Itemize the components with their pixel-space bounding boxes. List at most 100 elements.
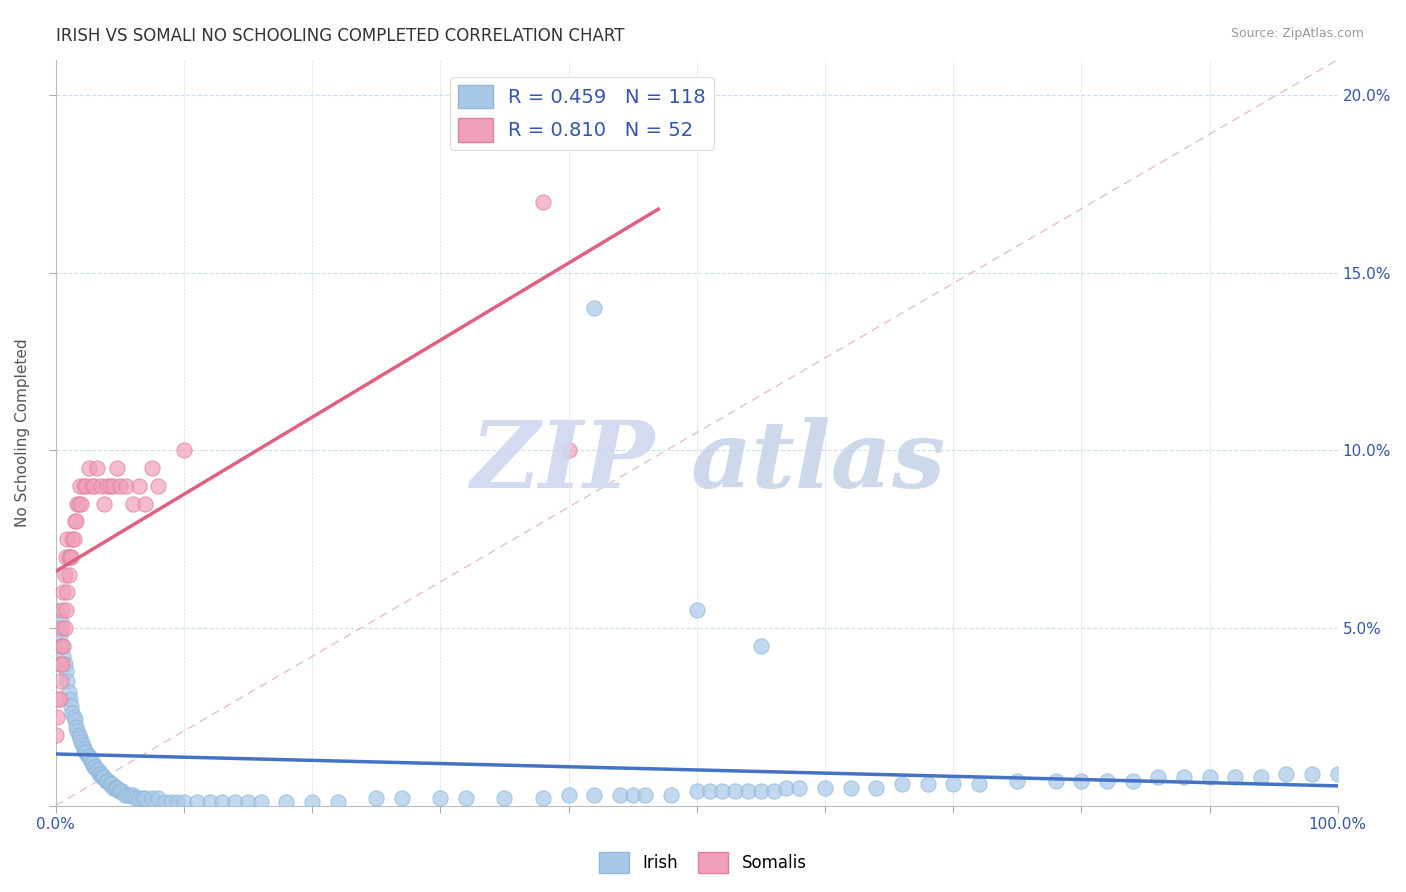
Point (107, 784, 129, 798)
Point (98, 777, 121, 791)
Point (80, 479, 103, 493)
Point (93, 770, 115, 784)
Point (917, 777, 939, 791)
Point (148, 479, 170, 493)
Point (250, 795, 273, 809)
Point (60, 706, 83, 721)
Point (128, 791, 150, 805)
Text: IRISH VS SOMALI NO SCHOOLING COMPLETED CORRELATION CHART: IRISH VS SOMALI NO SCHOOLING COMPLETED C… (56, 27, 624, 45)
Point (762, 784, 785, 798)
Point (609, 788, 631, 802)
Point (49, 614, 72, 628)
Point (557, 788, 579, 802)
Point (699, 784, 721, 798)
Point (55, 664, 77, 678)
Point (73, 741, 96, 756)
Point (391, 791, 413, 805)
Point (59, 549, 82, 564)
Point (711, 784, 734, 798)
Point (531, 791, 554, 805)
Point (63, 515, 86, 529)
Point (51, 657, 73, 671)
Point (839, 780, 862, 795)
Point (53, 567, 76, 582)
Point (46, 621, 69, 635)
Point (65, 721, 87, 735)
Point (141, 461, 163, 475)
Point (104, 780, 127, 795)
Point (621, 788, 644, 802)
Point (121, 788, 143, 802)
Point (186, 795, 208, 809)
Point (775, 780, 797, 795)
Point (132, 791, 155, 805)
Point (236, 795, 259, 809)
Point (686, 784, 709, 798)
Point (276, 795, 298, 809)
Point (56, 585, 79, 599)
Point (93, 497, 115, 511)
Point (124, 791, 146, 805)
Point (51, 603, 73, 617)
Legend: R = 0.459   N = 118, R = 0.810   N = 52: R = 0.459 N = 118, R = 0.810 N = 52 (450, 77, 714, 150)
Point (49, 674, 72, 689)
Point (103, 780, 125, 795)
Point (1326, 766, 1348, 780)
Point (1225, 770, 1247, 784)
Point (45, 727, 67, 741)
Point (46, 710, 69, 724)
Point (73, 479, 96, 493)
Point (86, 461, 108, 475)
Point (1301, 766, 1323, 780)
Point (366, 791, 388, 805)
Point (1007, 773, 1029, 788)
Point (79, 752, 101, 766)
Point (1070, 773, 1092, 788)
Point (1095, 773, 1118, 788)
Point (198, 795, 221, 809)
Point (108, 784, 131, 798)
Point (56, 674, 79, 689)
Point (83, 479, 105, 493)
Point (55, 549, 77, 564)
Text: ZIP: ZIP (470, 417, 654, 508)
Point (141, 791, 163, 805)
Point (75, 745, 97, 759)
Point (557, 443, 579, 458)
Point (67, 727, 90, 741)
Point (1198, 770, 1220, 784)
Point (1173, 770, 1195, 784)
Point (134, 497, 156, 511)
Point (148, 791, 170, 805)
Point (52, 649, 75, 664)
Point (121, 497, 143, 511)
Point (52, 585, 75, 599)
Point (97, 773, 120, 788)
Point (80, 756, 103, 770)
Point (76, 748, 98, 763)
Point (48, 657, 70, 671)
Point (724, 784, 747, 798)
Point (890, 777, 912, 791)
Point (429, 791, 451, 805)
Point (100, 777, 122, 791)
Point (301, 795, 323, 809)
Point (173, 795, 195, 809)
Point (75, 745, 97, 759)
Point (814, 780, 837, 795)
Point (1045, 773, 1067, 788)
Point (90, 766, 112, 780)
Point (108, 479, 131, 493)
Point (583, 301, 606, 316)
Point (51, 621, 73, 635)
Point (89, 766, 111, 780)
Point (117, 788, 139, 802)
Point (101, 777, 124, 791)
Point (326, 795, 349, 809)
Point (103, 479, 125, 493)
Point (96, 479, 118, 493)
Point (114, 788, 136, 802)
Point (60, 549, 83, 564)
Point (967, 777, 990, 791)
Point (63, 714, 86, 728)
